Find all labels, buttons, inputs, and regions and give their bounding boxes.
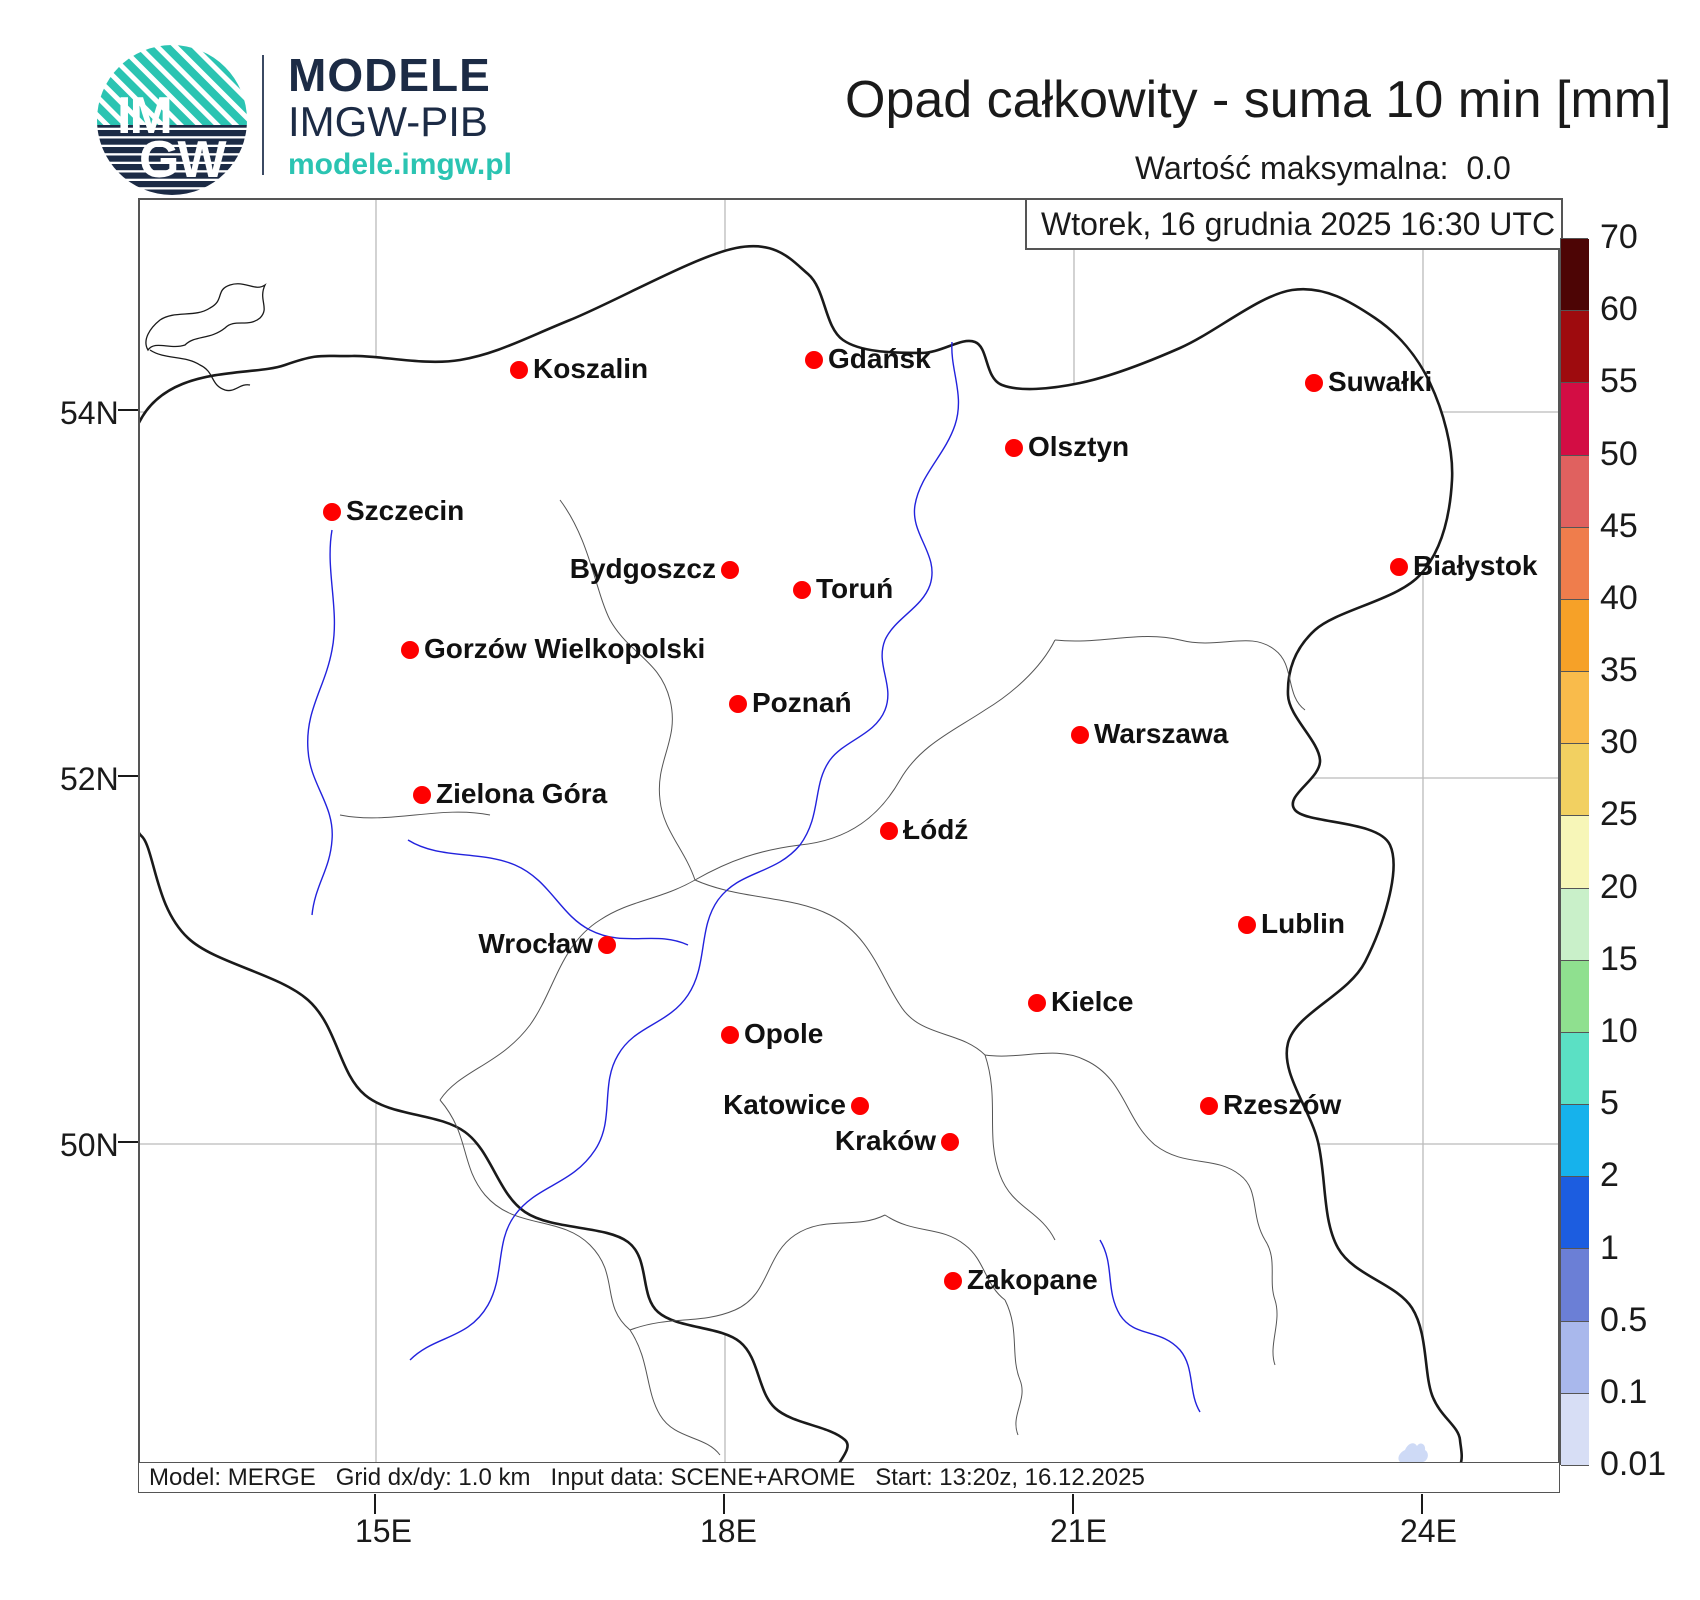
svg-text:Białystok: Białystok [1413, 550, 1538, 581]
svg-text:Zakopane: Zakopane [967, 1264, 1098, 1295]
svg-text:Opole: Opole [744, 1018, 823, 1049]
svg-text:Gorzów Wielkopolski: Gorzów Wielkopolski [424, 633, 705, 664]
svg-text:Suwałki: Suwałki [1328, 366, 1432, 397]
svg-text:Zielona Góra: Zielona Góra [436, 778, 608, 809]
svg-text:Kraków: Kraków [835, 1125, 936, 1156]
svg-text:GW: GW [139, 131, 227, 189]
svg-text:Bydgoszcz: Bydgoszcz [570, 553, 716, 584]
svg-text:Szczecin: Szczecin [346, 495, 464, 526]
svg-text:Katowice: Katowice [723, 1089, 846, 1120]
svg-text:Poznań: Poznań [752, 687, 852, 718]
svg-text:Kielce: Kielce [1051, 986, 1134, 1017]
svg-text:Toruń: Toruń [816, 573, 893, 604]
svg-text:Olsztyn: Olsztyn [1028, 431, 1129, 462]
svg-text:Gdańsk: Gdańsk [828, 343, 931, 374]
svg-text:Warszawa: Warszawa [1094, 718, 1229, 749]
svg-text:Lublin: Lublin [1261, 908, 1345, 939]
svg-text:Wrocław: Wrocław [478, 928, 593, 959]
svg-text:Rzeszów: Rzeszów [1223, 1089, 1341, 1120]
svg-text:Łódź: Łódź [903, 814, 968, 845]
svg-text:Koszalin: Koszalin [533, 353, 648, 384]
